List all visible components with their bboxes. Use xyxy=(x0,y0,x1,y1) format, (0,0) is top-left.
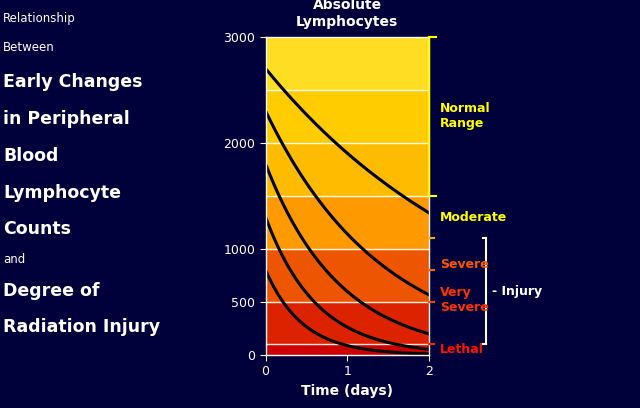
Bar xyxy=(266,143,429,196)
Bar xyxy=(266,249,429,302)
Bar xyxy=(266,344,429,355)
Text: Lymphocyte: Lymphocyte xyxy=(3,184,121,202)
Text: Normal
Range: Normal Range xyxy=(440,102,490,130)
X-axis label: Time (days): Time (days) xyxy=(301,384,393,398)
Text: Relationship: Relationship xyxy=(3,12,76,25)
Text: in Peripheral: in Peripheral xyxy=(3,110,130,128)
Text: and: and xyxy=(3,253,26,266)
Text: - Injury: - Injury xyxy=(492,285,541,298)
Bar xyxy=(266,302,429,344)
Text: Blood: Blood xyxy=(3,147,59,165)
Bar xyxy=(266,90,429,143)
Text: Very
Severe: Very Severe xyxy=(440,286,488,314)
Text: Between: Between xyxy=(3,41,55,54)
Text: Moderate: Moderate xyxy=(440,211,507,224)
Bar xyxy=(266,196,429,249)
Bar xyxy=(266,37,429,90)
Text: Counts: Counts xyxy=(3,220,71,238)
Text: Lethal: Lethal xyxy=(440,343,484,356)
Text: Severe: Severe xyxy=(440,258,488,271)
Text: Degree of: Degree of xyxy=(3,282,100,299)
Text: Absolute
Lymphocytes: Absolute Lymphocytes xyxy=(296,0,398,29)
Text: Early Changes: Early Changes xyxy=(3,73,143,91)
Text: Radiation Injury: Radiation Injury xyxy=(3,318,161,336)
